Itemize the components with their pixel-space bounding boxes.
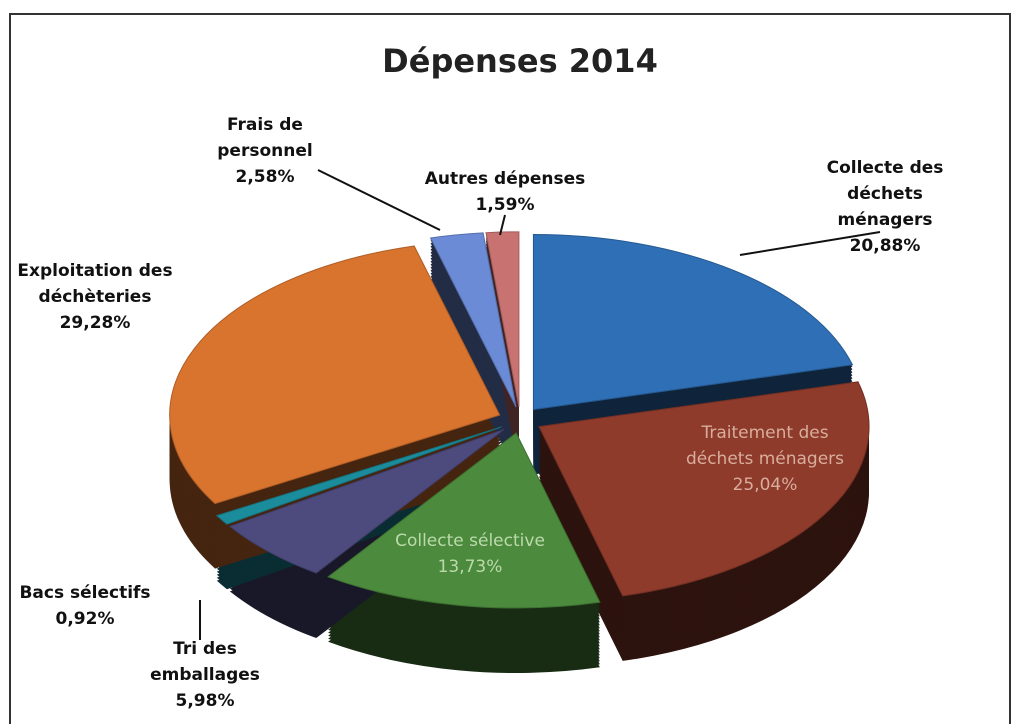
value-label: 5,98%	[175, 691, 235, 711]
category-label: Tri des emballages	[150, 639, 260, 685]
slice-label: Collecte sélective 13,73%	[370, 528, 570, 580]
slice-tops	[169, 231, 870, 609]
slice	[215, 426, 502, 525]
slice-label: Collecte des déchets ménagers 20,88%	[805, 155, 965, 259]
value-label: 0,92%	[55, 609, 115, 629]
value-label: 13,73%	[437, 557, 503, 577]
slice-label: Traitement des déchets ménagers 25,04%	[680, 420, 850, 498]
slice-label: Exploitation des déchèteries 29,28%	[5, 258, 185, 336]
slice-label: Bacs sélectifs 0,92%	[10, 580, 160, 632]
value-label: 25,04%	[732, 475, 798, 495]
slice	[169, 245, 501, 505]
value-label: 2,58%	[235, 167, 295, 187]
frame	[9, 13, 1011, 724]
leader-line	[317, 169, 441, 231]
category-label: Exploitation des déchèteries	[17, 261, 173, 307]
value-label: 1,59%	[475, 195, 535, 215]
category-label: Bacs sélectifs	[19, 583, 151, 603]
slice	[538, 381, 870, 597]
category-label: Traitement des déchets ménagers	[685, 423, 845, 469]
category-label: Collecte sélective	[395, 531, 545, 551]
leader-line	[739, 231, 881, 256]
slice-label: Frais de personnel 2,58%	[210, 112, 320, 190]
slice-label: Autres dépenses 1,59%	[410, 166, 600, 218]
value-label: 20,88%	[849, 236, 921, 256]
slice	[429, 232, 517, 408]
slice	[228, 428, 505, 574]
slice-label: Tri des emballages 5,98%	[135, 636, 275, 714]
category-label: Collecte des déchets ménagers	[826, 158, 944, 230]
slice	[485, 231, 520, 407]
value-label: 29,28%	[59, 313, 131, 333]
category-label: Frais de personnel	[217, 115, 313, 161]
chart-title: Dépenses 2014	[382, 42, 658, 80]
slice	[532, 234, 854, 411]
leader-line	[499, 214, 506, 236]
category-label: Autres dépenses	[424, 169, 586, 189]
slice	[327, 432, 601, 609]
